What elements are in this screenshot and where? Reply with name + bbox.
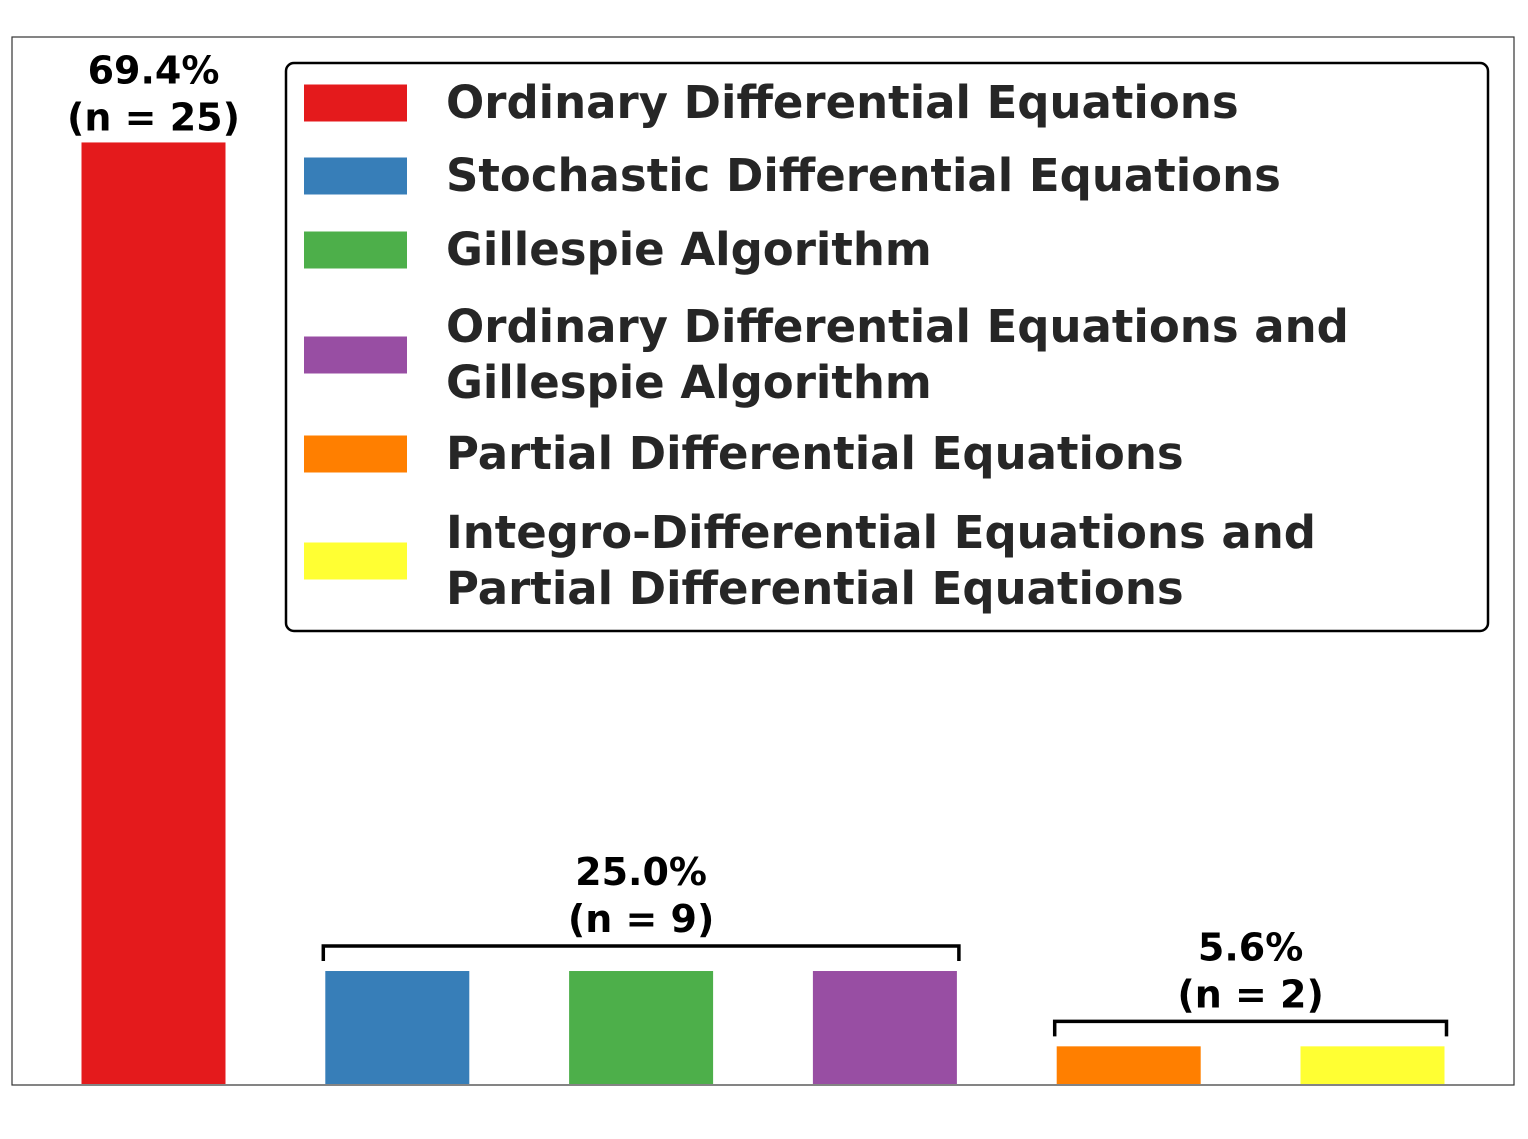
legend-swatch-4 — [304, 336, 407, 374]
legend-frame — [284, 61, 1490, 633]
group-bracket-3 — [1052, 1019, 1449, 1037]
legend-label-4-line-2: Gillespie Algorithm — [446, 356, 932, 409]
legend-swatch-2 — [304, 157, 407, 195]
bar-4 — [812, 971, 957, 1084]
legend-label-6-line-2: Partial Differential Equations — [446, 562, 1184, 615]
group-percent-label-3: 5.6% — [1198, 925, 1303, 969]
bars-layer — [81, 142, 1445, 1084]
group-bracket-2 — [321, 944, 961, 962]
legend-swatch-5 — [304, 435, 407, 473]
bar-5 — [1056, 1046, 1201, 1084]
legend-label-2: Stochastic Differential Equations — [446, 149, 1281, 202]
legend-label-6-line-1: Integro-Differential Equations and — [446, 506, 1316, 559]
group-n-label-1: (n = 25) — [67, 95, 240, 139]
bar-3 — [569, 971, 714, 1084]
legend-swatch-6 — [304, 542, 407, 580]
group-annotations: (n = 25)69.4% (n = 9)25.0% (n = 2)5.6% — [67, 48, 1449, 1037]
bar-6 — [1300, 1046, 1445, 1084]
legend-swatch-1 — [304, 84, 407, 122]
legend-label-4-line-1: Ordinary Differential Equations and — [446, 300, 1349, 353]
group-n-label-2: (n = 9) — [568, 897, 715, 941]
legend-label-5: Partial Differential Equations — [446, 427, 1184, 480]
legend-label-3: Gillespie Algorithm — [446, 223, 932, 276]
bar-2 — [325, 971, 470, 1084]
legend-swatch-3 — [304, 231, 407, 269]
group-percent-label-2: 25.0% — [575, 850, 707, 894]
bar-1 — [81, 142, 226, 1084]
legend-label-1: Ordinary Differential Equations — [446, 76, 1239, 129]
group-percent-label-1: 69.4% — [88, 48, 220, 92]
legend: Ordinary Differential Equations Stochasti… — [284, 61, 1490, 633]
group-n-label-3: (n = 2) — [1177, 972, 1324, 1016]
